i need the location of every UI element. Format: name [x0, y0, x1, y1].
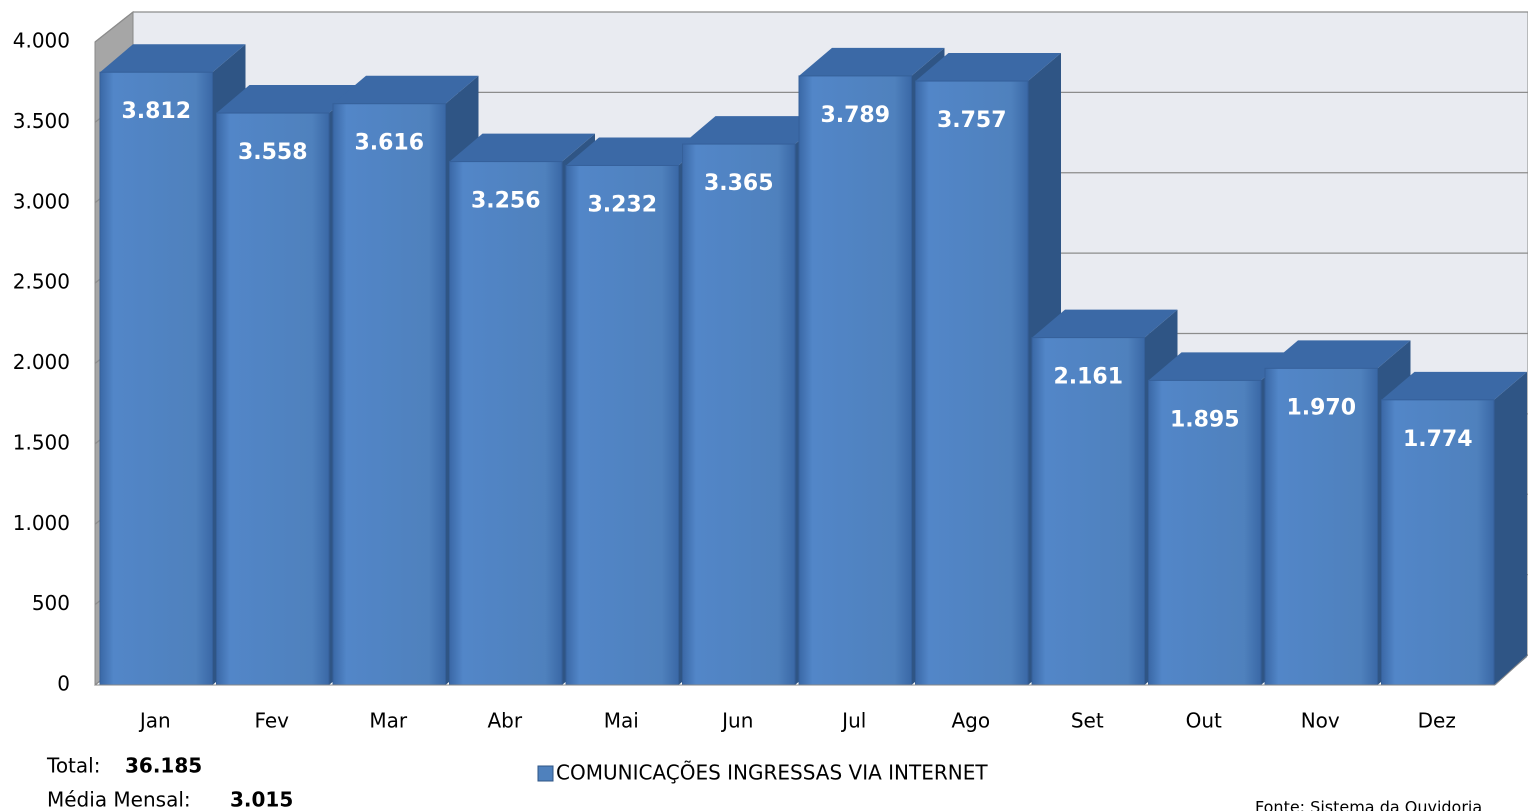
x-tick-label: Nov — [1301, 709, 1340, 733]
bar — [449, 161, 563, 686]
value-label: 3.232 — [587, 192, 657, 217]
bar — [216, 112, 330, 686]
bar — [1031, 337, 1145, 686]
bar-top — [100, 44, 246, 73]
bar-top — [1148, 352, 1294, 381]
legend-swatch — [537, 765, 554, 782]
grid-line — [94, 11, 1528, 43]
x-tick-label: Mai — [604, 709, 639, 733]
bar-top — [216, 85, 362, 114]
source-note: Fonte: Sistema da Ouvidoria — [1255, 798, 1482, 811]
bar-top — [1032, 309, 1178, 338]
bar-side — [1494, 371, 1527, 685]
floor-edge — [1494, 654, 1528, 686]
value-label: 3.616 — [354, 131, 424, 156]
bar — [332, 103, 446, 686]
bar — [682, 143, 796, 686]
bar-top — [799, 47, 945, 76]
bar-top — [449, 133, 595, 162]
y-tick-label: 4.000 — [13, 29, 70, 53]
value-label: 3.256 — [471, 189, 541, 214]
bar-top — [566, 137, 712, 166]
x-tick-label: Out — [1186, 709, 1222, 733]
bar-top — [1381, 371, 1527, 400]
mean-value: 3.015 — [230, 788, 293, 811]
x-tick-label: Dez — [1418, 709, 1456, 733]
total-value: 36.185 — [125, 754, 202, 778]
x-tick-label: Abr — [487, 709, 522, 733]
y-tick-label: 2.500 — [13, 270, 70, 294]
value-label: 1.970 — [1286, 395, 1356, 420]
x-tick-label: Set — [1071, 709, 1104, 733]
bar — [798, 75, 912, 686]
value-label: 1.895 — [1170, 407, 1240, 432]
value-label: 3.757 — [937, 108, 1007, 133]
value-label: 3.812 — [121, 99, 191, 124]
x-tick-label: Ago — [951, 709, 990, 733]
bar — [99, 71, 213, 686]
bar-top — [1265, 340, 1411, 369]
y-tick-label: 3.500 — [13, 109, 70, 133]
x-tick-label: Jun — [720, 709, 753, 733]
bar-top — [682, 116, 828, 145]
bar — [1381, 399, 1495, 686]
y-tick-label: 3.000 — [13, 189, 70, 213]
value-label: 2.161 — [1053, 365, 1123, 390]
x-tick-label: Mar — [369, 709, 408, 733]
mean-label: Média Mensal: — [47, 788, 191, 811]
x-tick-label: Jan — [138, 709, 171, 733]
value-label: 3.789 — [820, 103, 890, 128]
y-tick-label: 1.500 — [13, 430, 70, 454]
y-tick-label: 500 — [32, 591, 70, 615]
y-tick-label: 2.000 — [13, 350, 70, 374]
y-tick-label: 1.000 — [13, 511, 70, 535]
value-label: 3.558 — [238, 140, 308, 165]
x-tick-label: Jul — [840, 709, 866, 733]
legend-label: COMUNICAÇÕES INGRESSAS VIA INTERNET — [556, 761, 988, 785]
plot: 3.812 3.558 3.616 3.256 3.232 3.365 3.789 3.757… — [94, 11, 1528, 686]
bar-top — [333, 75, 479, 104]
bar — [1148, 379, 1262, 686]
y-tick-label: 0 — [57, 672, 70, 696]
bar — [915, 80, 1029, 686]
x-tick-label: Fev — [254, 709, 289, 733]
bar — [565, 164, 679, 686]
value-label: 1.774 — [1403, 427, 1473, 452]
value-label: 3.365 — [704, 171, 774, 196]
bar — [1264, 367, 1378, 686]
bar-top — [915, 53, 1061, 82]
total-label: Total: — [46, 754, 100, 778]
